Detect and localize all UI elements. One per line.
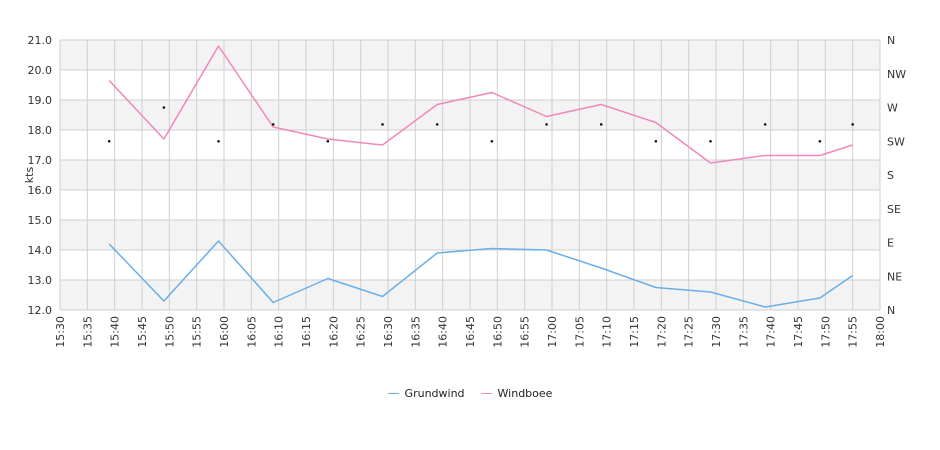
x-tick-label: 15:55 — [191, 316, 204, 348]
x-tick-label: 16:00 — [218, 316, 231, 348]
x-tick-label: 16:20 — [327, 316, 340, 348]
series-line-windboee — [108, 45, 853, 164]
x-tick-label: 17:25 — [683, 316, 696, 348]
series-lines — [108, 45, 854, 308]
x-tick-label: 17:45 — [792, 316, 805, 348]
direction-marker — [107, 139, 111, 143]
y-tick-label: 17.0 — [28, 154, 53, 167]
x-tick-label: 18:00 — [874, 316, 887, 348]
x-tick-label: 16:25 — [355, 316, 368, 348]
y-tick-label: 21.0 — [28, 34, 53, 47]
x-tick-label: 16:15 — [300, 316, 313, 348]
direction-marker — [709, 139, 712, 143]
x-tick-label: 15:40 — [109, 316, 122, 348]
right-axis-label: N — [887, 34, 895, 47]
y-tick-label: 13.0 — [28, 274, 53, 287]
legend-item-grundwind[interactable]: Grundwind — [387, 385, 465, 401]
direction-marker — [217, 139, 220, 143]
direction-marker — [818, 139, 822, 143]
x-tick-label: 17:30 — [710, 316, 723, 348]
x-tick-label: 16:35 — [409, 316, 422, 348]
x-tick-label: 17:35 — [737, 316, 750, 348]
legend-item-windboee[interactable]: Windboee — [480, 385, 553, 401]
direction-marker — [654, 139, 658, 143]
x-tick-label: 15:45 — [136, 316, 149, 348]
x-tick-label: 17:00 — [546, 316, 559, 348]
x-tick-label: 16:55 — [519, 316, 532, 348]
right-axis-label: N — [887, 304, 895, 317]
x-tick-label: 16:05 — [245, 316, 258, 348]
direction-marker — [851, 123, 854, 126]
x-tick-label: 17:20 — [655, 316, 668, 348]
legend-swatch — [387, 392, 399, 394]
right-axis-label: SW — [887, 135, 905, 148]
grid-lines — [59, 39, 881, 311]
x-tick-label: 17:10 — [601, 316, 614, 348]
direction-marker — [326, 139, 330, 143]
direction-markers — [107, 106, 854, 143]
right-axis-label: W — [887, 102, 898, 115]
x-tick-label: 17:05 — [573, 316, 586, 348]
x-tick-label: 16:50 — [491, 316, 504, 348]
y-tick-label: 14.0 — [28, 244, 53, 257]
x-tick-label: 16:10 — [273, 316, 286, 348]
x-tick-label: 15:35 — [81, 316, 94, 348]
y-tick-label: 15.0 — [28, 214, 53, 227]
x-tick-label: 17:55 — [847, 316, 860, 348]
x-axis-labels: 15:30 15:35 15:40 15:45 15:50 15:55 16:00 16:05… — [54, 316, 887, 348]
direction-marker — [763, 123, 767, 126]
y-tick-label: 18.0 — [28, 124, 53, 137]
y-tick-label: 12.0 — [28, 304, 53, 317]
x-tick-label: 15:30 — [54, 316, 67, 348]
y-tick-label: 19.0 — [28, 94, 53, 107]
right-axis-label: NE — [887, 270, 902, 283]
x-tick-label: 17:50 — [819, 316, 832, 348]
right-axis-label: SE — [887, 203, 901, 216]
legend-label: Grundwind — [404, 386, 465, 400]
left-axis-labels: 12.0 13.0 14.0 15.0 16.0 17.0 18.0 19.0 20.0 21.0 — [28, 34, 53, 317]
x-tick-label: 15:50 — [163, 316, 176, 348]
legend-swatch — [480, 392, 492, 394]
x-tick-label: 17:40 — [765, 316, 778, 348]
x-tick-label: 16:30 — [382, 316, 395, 348]
direction-marker — [381, 123, 384, 126]
y-tick-label: 16.0 — [28, 184, 53, 197]
x-tick-label: 16:45 — [464, 316, 477, 348]
direction-marker — [545, 123, 548, 126]
y-axis-title: kts — [23, 167, 36, 184]
direction-marker — [599, 123, 603, 126]
direction-marker — [490, 139, 494, 143]
right-axis-label: S — [887, 169, 894, 182]
right-axis-label: NW — [887, 68, 906, 81]
right-axis-label: E — [887, 237, 894, 250]
legend: Grundwind Windboee — [0, 385, 940, 401]
direction-marker — [162, 106, 166, 109]
y-tick-label: 20.0 — [28, 64, 53, 77]
direction-marker — [271, 123, 275, 126]
x-tick-label: 17:15 — [628, 316, 641, 348]
x-tick-label: 16:40 — [437, 316, 450, 348]
series-line-grundwind — [108, 240, 854, 308]
direction-marker — [435, 123, 439, 126]
legend-label: Windboee — [497, 386, 553, 400]
right-axis-labels: N NE E SE S SW W NW N — [887, 34, 906, 317]
